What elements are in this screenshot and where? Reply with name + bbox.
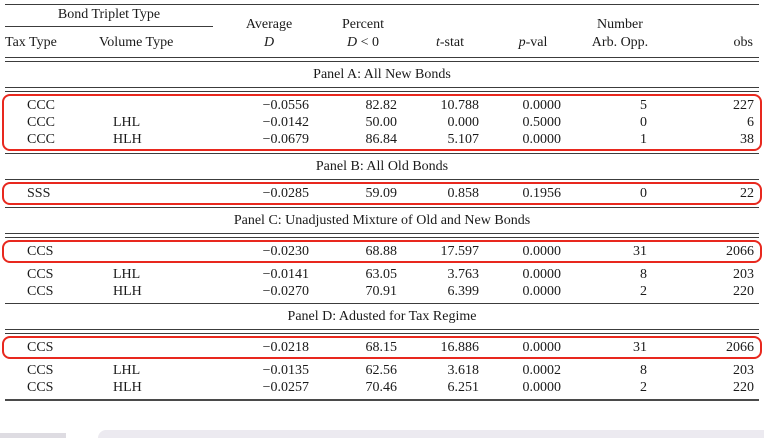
table-row: CCS LHL −0.0141 63.05 3.763 0.0000 8 203 — [27, 267, 754, 282]
header-t-stat: t-stat — [436, 35, 464, 50]
table-row: CCS −0.0230 68.88 17.597 0.0000 31 2066 — [27, 244, 754, 259]
header-tax-type: Tax Type — [5, 35, 57, 50]
table-row: CCC HLH −0.0679 86.84 5.107 0.0000 1 38 — [27, 132, 754, 147]
highlight-box-panel-b: SSS −0.0285 59.09 0.858 0.1956 0 22 — [2, 182, 762, 205]
header-p-val: p-val — [518, 35, 548, 50]
header-number-arb-opp: Number Arb. Opp. — [591, 17, 649, 50]
header-volume-type: Volume Type — [99, 35, 174, 50]
highlight-box-panel-d: CCS −0.0218 68.15 16.886 0.0000 31 2066 — [2, 336, 762, 359]
table-top-rule — [5, 4, 759, 5]
table-header: Bond Triplet Type Tax Type Volume Type A… — [5, 5, 759, 57]
panel-b-top-rule — [5, 179, 759, 180]
panel-a-bottom-rule — [5, 153, 759, 154]
table-bottom-rule — [5, 399, 759, 401]
table-row: CCS −0.0218 68.15 16.886 0.0000 31 2066 — [27, 340, 754, 355]
header-percent-d-lt-0: Percent D < 0 — [342, 17, 384, 50]
bottom-overlay-left-fragment — [0, 433, 66, 438]
panel-b-title: Panel B: All Old Bonds — [315, 159, 449, 174]
header-separator-rule — [5, 57, 759, 62]
table-row: SSS −0.0285 59.09 0.858 0.1956 0 22 — [27, 186, 754, 201]
highlight-box-panel-a: CCC −0.0556 82.82 10.788 0.0000 5 227 CC… — [2, 94, 762, 151]
header-group-title: Bond Triplet Type — [5, 7, 213, 27]
panel-d-top-rule — [5, 329, 759, 334]
panel-a-top-rule — [5, 87, 759, 92]
table-row: CCS LHL −0.0135 62.56 3.618 0.0002 8 203 — [27, 363, 754, 378]
bottom-overlay-card-edge — [98, 430, 764, 438]
table-row: CCC −0.0556 82.82 10.788 0.0000 5 227 — [27, 98, 754, 113]
panel-a-title: Panel A: All New Bonds — [313, 67, 451, 82]
table-row: CCS HLH −0.0257 70.46 6.251 0.0000 2 220 — [27, 380, 754, 395]
panel-b-bottom-rule — [5, 207, 759, 208]
panel-c-title: Panel C: Unadjusted Mixture of Old and N… — [233, 213, 531, 228]
header-group-bond-triplet: Bond Triplet Type Tax Type Volume Type — [5, 7, 221, 52]
bottom-overlay — [0, 429, 764, 438]
panel-d-title: Panel D: Adusted for Tax Regime — [287, 309, 477, 324]
table-row: CCS HLH −0.0270 70.91 6.399 0.0000 2 220 — [27, 284, 754, 299]
table-row: CCC LHL −0.0142 50.00 0.000 0.5000 0 6 — [27, 115, 754, 130]
header-average-d: Average D — [245, 17, 293, 50]
panel-c-bottom-rule — [5, 303, 759, 304]
panel-c-top-rule — [5, 233, 759, 238]
highlight-box-panel-c: CCS −0.0230 68.88 17.597 0.0000 31 2066 — [2, 240, 762, 263]
header-obs: obs — [733, 35, 753, 50]
